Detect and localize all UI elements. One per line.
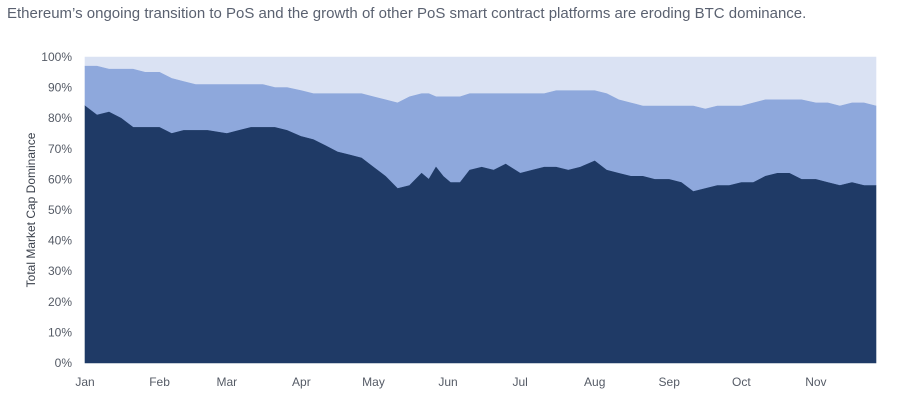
x-tick-label: May [362,375,385,389]
x-tick-label: Nov [805,375,826,389]
bottom-band-area [84,105,877,364]
x-tick-label: Apr [292,375,311,389]
y-axis-title: Total Market Cap Dominance [24,132,38,287]
y-tick-label: 90% [48,81,72,95]
y-tick-label: 100% [41,50,72,64]
x-tick-label: Jul [512,375,527,389]
y-tick-label: 30% [48,264,72,278]
chart-subtitle: Ethereum’s ongoing transition to PoS and… [7,5,807,22]
y-tick-label: 50% [48,203,72,217]
x-tick-label: Feb [149,375,170,389]
y-tick-label: 70% [48,142,72,156]
y-tick-label: 60% [48,172,72,186]
x-tick-label: Jun [438,375,457,389]
y-tick-label: 20% [48,295,72,309]
x-tick-label: Aug [584,375,605,389]
y-tick-label: 40% [48,234,72,248]
y-tick-label: 10% [48,325,72,339]
x-tick-label: Oct [732,375,751,389]
x-tick-label: Sep [659,375,681,389]
x-tick-label: Jan [75,375,94,389]
x-tick-label: Mar [217,375,238,389]
y-tick-label: 80% [48,111,72,125]
y-tick-label: 0% [55,356,73,370]
